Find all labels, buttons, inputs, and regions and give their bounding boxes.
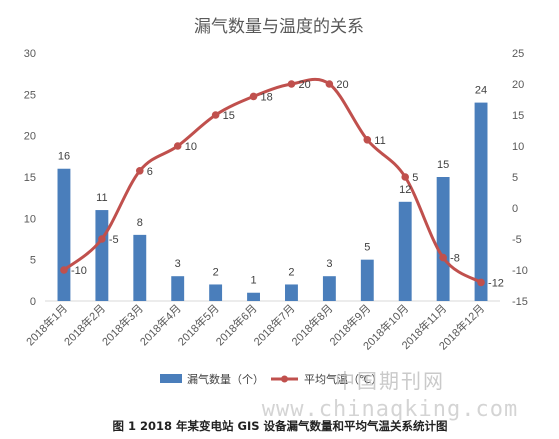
- bar-value-label: 3: [326, 258, 332, 270]
- line-value-label: -10: [71, 265, 87, 277]
- bar: [209, 284, 223, 301]
- line-value-label: 11: [374, 135, 385, 147]
- line-point: [439, 253, 447, 262]
- line-point: [401, 173, 410, 181]
- line-point: [135, 167, 144, 175]
- y-left-tick-label: 20: [24, 131, 36, 143]
- line-value-label: 20: [298, 79, 310, 91]
- line-point: [173, 142, 182, 150]
- y-left-tick-label: 25: [24, 89, 36, 101]
- bar-value-label: 2: [213, 266, 219, 278]
- y-left-tick-label: 0: [30, 296, 36, 308]
- line-series: [60, 77, 485, 287]
- bar-value-label: 8: [137, 217, 143, 229]
- watermark-cn: 中国期刊网: [335, 369, 445, 393]
- legend-bar-label: 漏气数量（个）: [187, 372, 264, 386]
- legend: 漏气数量（个） 平均气温（℃）: [160, 372, 382, 386]
- y-right-tick-label: -15: [512, 296, 528, 308]
- y-right-tick-label: 10: [512, 141, 524, 153]
- line-value-label: 10: [185, 141, 197, 153]
- line-value-label: -8: [450, 253, 460, 265]
- y-right-tick-label: 25: [512, 48, 524, 60]
- line-point: [249, 92, 258, 101]
- line-point: [287, 80, 296, 88]
- chart-title: 漏气数量与温度的关系: [194, 17, 364, 37]
- y-right-tick-label: -10: [512, 265, 528, 277]
- y-left-tick-label: 10: [24, 213, 36, 225]
- y-left-tick-label: 30: [24, 48, 36, 60]
- y-left-tick-label: 15: [24, 172, 36, 184]
- line-value-label: 5: [412, 172, 418, 184]
- figure-caption: 图 1 2018 年某变电站 GIS 设备漏气数量和平均气温关系统计图: [112, 419, 447, 433]
- line-point: [325, 80, 334, 88]
- y-right-tick-label: -5: [512, 234, 522, 246]
- y-left-tick-label: 5: [30, 255, 36, 267]
- bar: [171, 276, 185, 301]
- line-point: [363, 136, 372, 144]
- line-point: [211, 111, 220, 119]
- bar: [436, 177, 450, 301]
- legend-bar-swatch: [160, 374, 182, 383]
- bar: [322, 276, 336, 301]
- bar-value-label: 12: [399, 184, 411, 196]
- temperature-line: [63, 77, 482, 284]
- bar-value-label: 5: [364, 242, 370, 254]
- bar: [57, 168, 71, 301]
- legend-line-label: 平均气温（℃）: [304, 372, 382, 386]
- bar: [398, 201, 412, 301]
- line-value-label: 6: [147, 166, 153, 178]
- bar: [285, 284, 298, 301]
- bar: [360, 259, 374, 301]
- watermark-url: www.chinaqking.com: [262, 397, 518, 422]
- line-point: [477, 278, 485, 287]
- bar-value-label: 2: [288, 266, 294, 278]
- line-value-label: -12: [488, 277, 504, 289]
- bar-value-label: 11: [96, 192, 107, 204]
- bar-value-label: 15: [437, 159, 449, 171]
- bar-value-label: 1: [250, 275, 256, 287]
- bar-value-label: 24: [475, 85, 487, 97]
- bar: [133, 234, 147, 301]
- bar: [95, 210, 109, 301]
- bar-series: [57, 102, 488, 301]
- line-value-label: 18: [261, 91, 273, 103]
- line-value-label: 15: [223, 110, 235, 122]
- bar-value-label: 3: [175, 258, 181, 270]
- line-point: [60, 266, 68, 274]
- bar: [247, 292, 260, 301]
- line-value-label: 20: [336, 79, 348, 91]
- bar: [474, 102, 488, 301]
- bar-value-label: 16: [58, 151, 70, 163]
- y-right-tick-label: 5: [512, 172, 518, 184]
- y-right-tick-label: 15: [512, 110, 524, 122]
- y-right-tick-label: 20: [512, 79, 524, 91]
- line-value-label: -5: [109, 234, 119, 246]
- line-point: [98, 235, 106, 243]
- legend-line-marker: [281, 375, 288, 383]
- y-right-tick-label: 0: [512, 203, 518, 215]
